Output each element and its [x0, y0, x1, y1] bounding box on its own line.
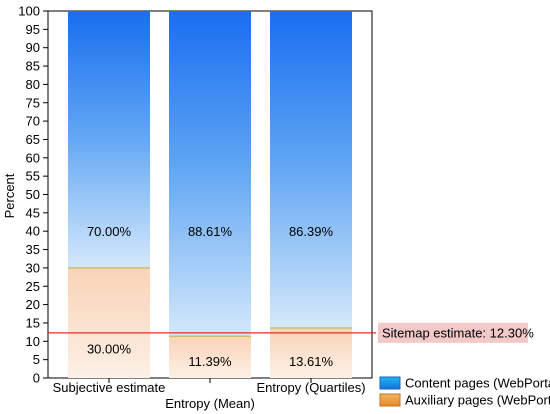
bar-content-pages — [270, 11, 352, 329]
bar-auxiliary-pages — [169, 336, 251, 378]
y-tick-label: 0 — [33, 371, 40, 386]
y-axis: 0 5 10 15 20 25 30 35 40 45 50 55 60 65 70 75 80 85 90 95 10… — [18, 4, 48, 386]
y-tick-label: 75 — [26, 95, 40, 110]
y-tick-label: 90 — [26, 40, 40, 55]
bar-content-pages — [169, 11, 251, 337]
legend-swatch — [379, 376, 401, 390]
y-tick-label: 95 — [26, 22, 40, 37]
data-label-auxiliary: 11.39% — [188, 354, 232, 369]
bar-content-pages — [68, 11, 150, 268]
y-axis-label: Percent — [2, 173, 17, 218]
legend-swatch — [379, 393, 401, 407]
y-tick-label: 5 — [33, 352, 40, 367]
y-tick-label: 10 — [26, 334, 40, 349]
data-label-content: 88.61% — [188, 224, 233, 239]
y-tick-label: 70 — [26, 114, 40, 129]
y-tick-label: 45 — [26, 205, 40, 220]
y-tick-label: 20 — [26, 297, 40, 312]
y-tick-label: 65 — [26, 132, 40, 147]
y-tick-label: 50 — [26, 187, 40, 202]
bar-auxiliary-pages — [270, 328, 352, 378]
x-tick-label: Subjective estimate — [53, 380, 166, 395]
data-label-content: 86.39% — [289, 224, 334, 239]
sitemap-estimate-label: Sitemap estimate: 12.30% — [382, 325, 534, 340]
y-tick-label: 85 — [26, 59, 40, 74]
legend: Content pages (WebPortal) Auxiliary pages… — [379, 376, 550, 408]
y-tick-label: 60 — [26, 150, 40, 165]
sitemap-estimate-label-bg — [378, 322, 528, 343]
y-tick-label: 80 — [26, 77, 40, 92]
bars — [68, 11, 352, 378]
y-tick-label: 25 — [26, 279, 40, 294]
y-tick-label: 40 — [26, 224, 40, 239]
x-tick-label: Entropy (Quartiles) — [256, 380, 365, 395]
legend-label: Auxiliary pages (WebPortal) — [405, 393, 550, 408]
bar-auxiliary-pages — [68, 267, 150, 378]
y-tick-label: 100 — [18, 4, 40, 19]
data-labels: 70.00% 30.00% 88.61% 11.39% 86.39% 13.61% — [87, 224, 334, 369]
y-tick-label: 55 — [26, 169, 40, 184]
y-tick-label: 15 — [26, 315, 40, 330]
y-tick-label: 35 — [26, 242, 40, 257]
data-label-content: 70.00% — [87, 224, 132, 239]
legend-label: Content pages (WebPortal) — [405, 376, 550, 391]
data-label-auxiliary: 13.61% — [289, 354, 334, 369]
reference-line: Sitemap estimate: 12.30% — [48, 322, 534, 343]
x-tick-label: Entropy (Mean) — [165, 396, 255, 411]
data-label-auxiliary: 30.00% — [87, 342, 132, 357]
y-tick-label: 30 — [26, 260, 40, 275]
